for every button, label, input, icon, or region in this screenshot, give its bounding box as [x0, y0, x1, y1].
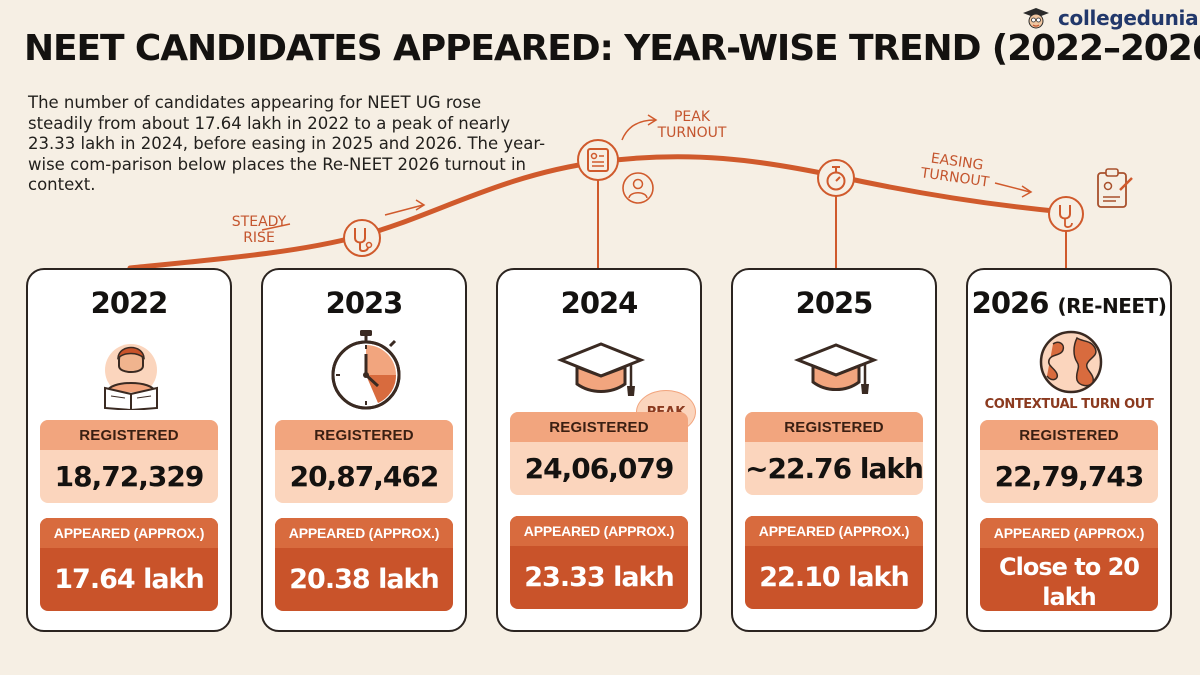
appeared-value: 22.10 lakh — [759, 561, 909, 593]
appeared-label: APPEARED (APPROX.) — [40, 518, 218, 548]
graduation-cap-icon — [786, 330, 886, 410]
registered-value: 22,79,743 — [994, 460, 1145, 493]
graduate-mascot-icon — [1023, 8, 1049, 29]
registered-label: REGISTERED — [510, 412, 688, 442]
stopwatch-icon — [316, 330, 416, 410]
appeared-value: 17.64 lakh — [54, 563, 204, 595]
registered-panel: REGISTERED 20,87,462 — [275, 420, 453, 503]
doctor-icon — [622, 172, 654, 204]
brand-logo[interactable]: collegedunia — [1020, 6, 1199, 30]
appeared-value: Close to 20 lakh — [999, 552, 1140, 611]
re-neet-tag: (RE-NEET) — [1057, 294, 1167, 318]
rise-arrow — [384, 204, 424, 216]
registered-value: 24,06,079 — [524, 452, 675, 485]
appeared-panel: APPEARED (APPROX.) 17.64 lakh — [40, 518, 218, 611]
stethoscope-icon — [343, 219, 381, 257]
card-year: 2024 — [560, 286, 639, 320]
appeared-panel: APPEARED (APPROX.) Close to 20 lakh — [980, 518, 1158, 611]
contextual-turnout-label: CONTEXTUAL TURN OUT — [984, 397, 1154, 412]
easing-arrow — [994, 182, 1031, 193]
year-card-2026: 2026 (RE-NEET) CONTEXTUAL TURN OUT REGIS… — [966, 268, 1172, 632]
appeared-label: APPEARED (APPROX.) — [275, 518, 453, 548]
page-title: NEET CANDIDATES APPEARED: YEAR-WISE TREN… — [24, 28, 1200, 69]
registered-value: ~22.76 lakh — [745, 452, 923, 485]
student-reading-icon — [81, 330, 181, 412]
card-year: 2023 — [325, 286, 404, 320]
peak-arrow — [621, 119, 656, 141]
peak-turnout-note: PEAK TURNOUT — [657, 109, 727, 141]
appeared-panel: APPEARED (APPROX.) 22.10 lakh — [745, 516, 923, 609]
registered-panel: REGISTERED 18,72,329 — [40, 420, 218, 503]
registered-panel: REGISTERED 24,06,079 — [510, 412, 688, 495]
globe-icon — [1021, 328, 1121, 394]
registered-label: REGISTERED — [980, 420, 1158, 450]
stopwatch-marker-icon — [817, 159, 855, 197]
registered-value: 18,72,329 — [54, 460, 205, 493]
brand-name: collegedunia — [1058, 6, 1199, 30]
registered-panel: REGISTERED ~22.76 lakh — [745, 412, 923, 495]
graduation-cap-icon — [551, 330, 651, 410]
appeared-panel: APPEARED (APPROX.) 23.33 lakh — [510, 516, 688, 609]
registered-label: REGISTERED — [40, 420, 218, 450]
appeared-label: APPEARED (APPROX.) — [510, 516, 688, 546]
registered-panel: REGISTERED 22,79,743 — [980, 420, 1158, 503]
appeared-label: APPEARED (APPROX.) — [980, 518, 1158, 548]
year-card-2024: 2024 PEAK REGISTERED 24,06,079 APPEARED … — [496, 268, 702, 632]
intro-paragraph: The number of candidates appearing for N… — [28, 93, 546, 194]
registered-label: REGISTERED — [745, 412, 923, 442]
year-card-2025: 2025 REGISTERED ~22.76 lakh APPEARED (AP… — [731, 268, 937, 632]
appeared-value: 23.33 lakh — [524, 561, 674, 593]
registered-label: REGISTERED — [275, 420, 453, 450]
year-card-2022: 2022 REGISTERED 18,72,329 APPEARED (APPR… — [26, 268, 232, 632]
appeared-value: 20.38 lakh — [289, 563, 439, 595]
appeared-label: APPEARED (APPROX.) — [745, 516, 923, 546]
document-icon — [577, 139, 619, 181]
card-year: 2026 (RE-NEET) — [971, 286, 1167, 320]
clipboard-icon — [1097, 168, 1133, 208]
year-card-2023: 2023 REGISTERED 20,87,462 APPEARED (APPR… — [261, 268, 467, 632]
steady-rise-note: STEADY RISE — [231, 214, 287, 246]
card-year: 2022 — [90, 286, 169, 320]
registered-value: 20,87,462 — [289, 460, 440, 493]
stethoscope-marker-icon — [1048, 196, 1084, 232]
card-year: 2025 — [795, 286, 874, 320]
appeared-panel: APPEARED (APPROX.) 20.38 lakh — [275, 518, 453, 611]
